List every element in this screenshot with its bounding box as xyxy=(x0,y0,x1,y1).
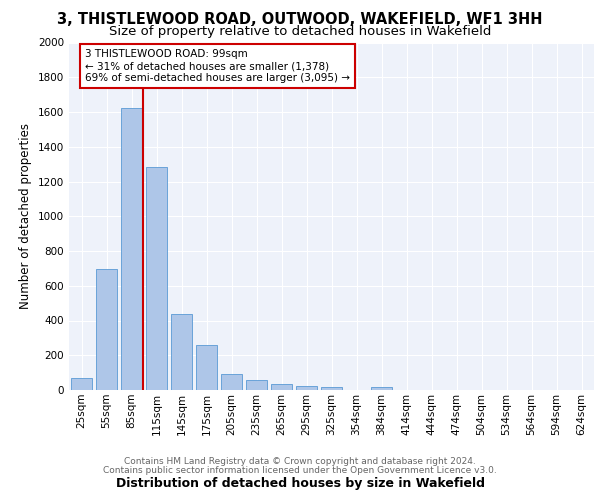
Bar xyxy=(146,166,167,390)
Bar xyxy=(71,378,92,390)
Text: 3, THISTLEWOOD ROAD, OUTWOOD, WAKEFIELD, WF1 3HH: 3, THISTLEWOOD ROAD, OUTWOOD, WAKEFIELD,… xyxy=(57,12,543,28)
Text: Contains HM Land Registry data © Crown copyright and database right 2024.: Contains HM Land Registry data © Crown c… xyxy=(124,457,476,466)
Y-axis label: Number of detached properties: Number of detached properties xyxy=(19,123,32,309)
Bar xyxy=(196,345,217,390)
Bar xyxy=(246,380,267,390)
Bar xyxy=(96,269,117,390)
Text: Distribution of detached houses by size in Wakefield: Distribution of detached houses by size … xyxy=(115,477,485,490)
Text: 3 THISTLEWOOD ROAD: 99sqm
← 31% of detached houses are smaller (1,378)
69% of se: 3 THISTLEWOOD ROAD: 99sqm ← 31% of detac… xyxy=(85,50,350,82)
Bar xyxy=(371,386,392,390)
Text: Contains public sector information licensed under the Open Government Licence v3: Contains public sector information licen… xyxy=(103,466,497,475)
Bar xyxy=(121,108,142,390)
Bar xyxy=(321,387,342,390)
Bar xyxy=(221,374,242,390)
Bar xyxy=(171,314,192,390)
Bar xyxy=(296,386,317,390)
Text: Size of property relative to detached houses in Wakefield: Size of property relative to detached ho… xyxy=(109,25,491,38)
Bar xyxy=(271,384,292,390)
